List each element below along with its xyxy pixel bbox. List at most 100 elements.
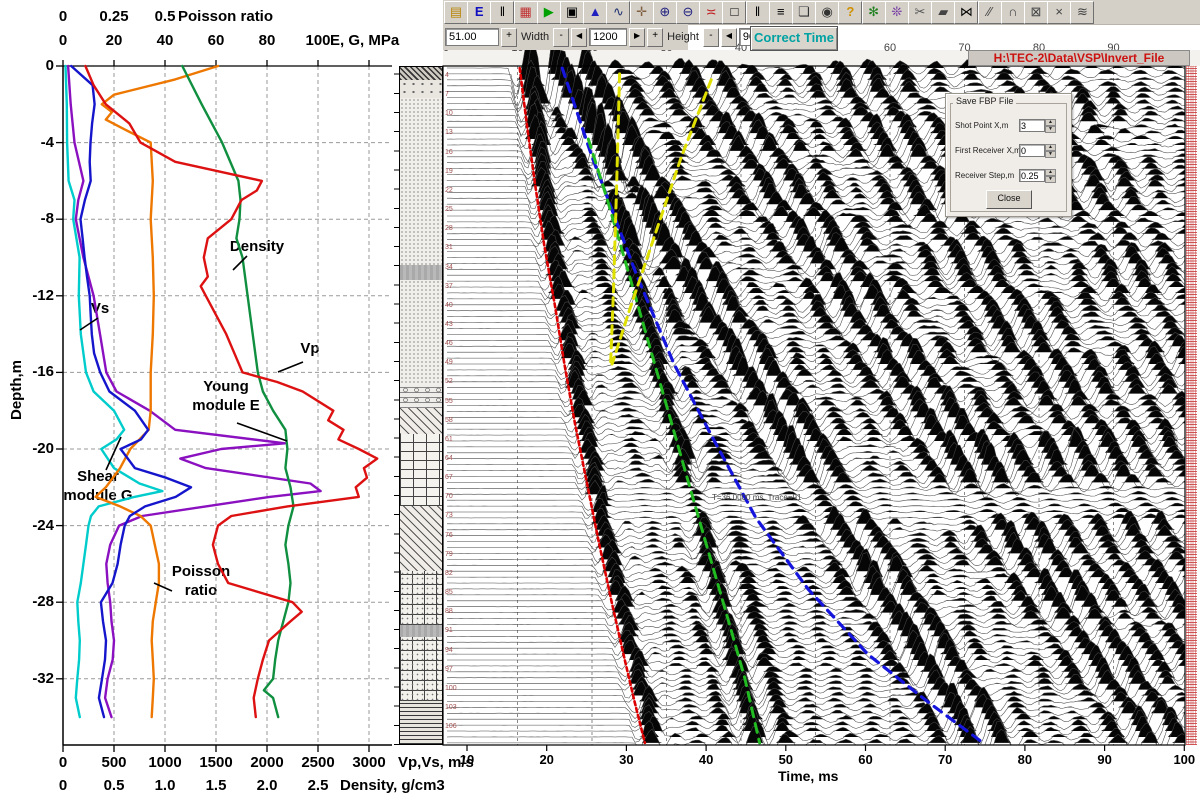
curve-label-density: Density xyxy=(229,238,285,255)
spin-down-icon[interactable]: ▼ xyxy=(1045,126,1056,133)
spin-up-icon[interactable]: ▲ xyxy=(1045,144,1056,151)
palette-button[interactable]: ▦ xyxy=(513,1,538,24)
wiggle-trace-button[interactable]: ∿ xyxy=(606,1,631,24)
multi-wiggle-button[interactable]: ≋ xyxy=(1070,1,1095,24)
scissors-button[interactable]: ✂ xyxy=(908,1,932,24)
multi-wiggle-icon: ≋ xyxy=(1076,4,1088,19)
spin-down-icon[interactable]: ▼ xyxy=(1045,151,1056,158)
scale-input[interactable] xyxy=(445,28,499,46)
help-button[interactable]: ? xyxy=(838,1,863,24)
frame-button[interactable]: □ xyxy=(722,1,747,24)
trace-number-label: 103 xyxy=(445,703,457,711)
pan-hand-button[interactable]: ✛ xyxy=(629,1,654,24)
help-icon: ? xyxy=(846,4,855,19)
peak-button[interactable]: ▲ xyxy=(583,1,608,24)
diagonal-lines-icon: ∕∕ xyxy=(987,4,992,19)
frame-icon: □ xyxy=(730,4,739,19)
shot-point-spinner[interactable]: ▲ ▼ xyxy=(1045,119,1056,133)
copy-button[interactable]: ❏ xyxy=(792,1,816,24)
yellow-pick-2 xyxy=(610,78,713,366)
trace-number-label: 91 xyxy=(445,627,453,635)
eg-axis-tick: 60 xyxy=(207,32,225,49)
width-minus-button[interactable]: - xyxy=(553,27,570,47)
litho-layer-11 xyxy=(400,637,442,701)
width-prev-button[interactable]: ◀ xyxy=(571,27,588,47)
eg-axis-title: E, G, MPa xyxy=(330,32,400,49)
traces-pause-button[interactable]: ‖ xyxy=(745,1,770,24)
width-next-button[interactable]: ▶ xyxy=(629,27,646,47)
equalize-button[interactable]: ≡ xyxy=(768,1,793,24)
depth-axis-tick: -28 xyxy=(32,593,54,611)
time-axis-tick: 30 xyxy=(619,752,634,767)
stamp-button[interactable]: ▰ xyxy=(931,1,956,24)
velocity-axis-tick: 2500 xyxy=(301,754,335,771)
cross-line-button[interactable]: × xyxy=(1047,1,1072,24)
zoom-out-button[interactable]: ⊖ xyxy=(676,1,700,24)
main-toolbar: ▤ E ‖ ▦ ▶ ▣ ▲ ∿ ✛ ⊕ ⊖ ≍ □ ‖ ≡ ❏ ◉? ✻ ❊ ✂ ▰ ⋈ ∕∕ ∩ ⊠ × ≋ xyxy=(443,0,1200,25)
height-prev-button[interactable]: ◀ xyxy=(720,27,737,47)
scale-plus-button[interactable]: + xyxy=(501,27,517,47)
wheel-button[interactable]: ◉ xyxy=(815,1,840,24)
play-icon: ▶ xyxy=(543,4,554,19)
process-purple-button[interactable]: ❊ xyxy=(884,1,909,24)
open-file-button[interactable]: ▤ xyxy=(444,1,468,24)
eg-axis-tick: 100 xyxy=(305,32,331,49)
depth-axis-tick: -32 xyxy=(32,669,54,687)
trace-tick-strip xyxy=(394,66,399,745)
pause-icon: ‖ xyxy=(499,4,506,19)
trace-number-label: 16 xyxy=(445,148,453,156)
curve-label-young: Young module E xyxy=(192,378,260,414)
node-button[interactable]: ⊠ xyxy=(1024,1,1048,24)
litho-layer-5 xyxy=(400,385,442,408)
first-receiver-label: First Receiver X,m xyxy=(955,146,1021,155)
trace-number-label: 55 xyxy=(445,397,453,405)
process-green-button[interactable]: ✻ xyxy=(861,1,886,24)
curve-button[interactable]: ∩ xyxy=(1000,1,1025,24)
curve-label-poisson: Poisson ratio xyxy=(171,563,231,599)
height-minus-button[interactable]: - xyxy=(702,27,719,47)
trace-number-label: 46 xyxy=(445,340,453,348)
trace-number-label: 7 xyxy=(445,91,449,99)
stop-box-button[interactable]: ▣ xyxy=(560,1,584,24)
receiver-step-spinner[interactable]: ▲ ▼ xyxy=(1045,169,1056,183)
first-break-pick xyxy=(518,66,647,745)
bowtie-button[interactable]: ⋈ xyxy=(954,1,979,24)
velocity-axis-title: Vp,Vs, m/s xyxy=(398,754,474,771)
bowtie-icon: ⋈ xyxy=(959,4,973,19)
play-button[interactable]: ▶ xyxy=(536,1,561,24)
spin-up-icon[interactable]: ▲ xyxy=(1045,119,1056,126)
shot-point-input[interactable] xyxy=(1019,119,1045,132)
edit-e-button[interactable]: E xyxy=(467,1,492,24)
width-input[interactable] xyxy=(589,28,628,46)
equalize-icon: ≡ xyxy=(777,4,785,19)
time-axis-tick: 20 xyxy=(539,752,554,767)
copy-icon: ❏ xyxy=(798,4,810,19)
first-receiver-input[interactable] xyxy=(1019,144,1045,157)
trace-number-label: 49 xyxy=(445,359,453,367)
time-axis-tick: 90 xyxy=(1097,752,1112,767)
first-receiver-spinner[interactable]: ▲ ▼ xyxy=(1045,144,1056,158)
zoom-in-icon: ⊕ xyxy=(659,4,671,19)
spin-up-icon[interactable]: ▲ xyxy=(1045,169,1056,176)
wheel-icon: ◉ xyxy=(821,4,833,19)
width-plus-button[interactable]: + xyxy=(647,27,664,47)
trace-number-label: 40 xyxy=(445,301,453,309)
time-axis-tick: 80 xyxy=(1017,752,1033,767)
close-button[interactable]: Close xyxy=(986,190,1032,209)
receiver-step-input[interactable] xyxy=(1019,169,1045,182)
trace-number-label: 76 xyxy=(445,531,453,539)
diagonal-lines-button[interactable]: ∕∕ xyxy=(977,1,1002,24)
time-axis-tick: 40 xyxy=(698,752,714,767)
trace-number-label: 4 xyxy=(445,72,449,79)
spin-down-icon[interactable]: ▼ xyxy=(1045,176,1056,183)
pause-button[interactable]: ‖ xyxy=(490,1,515,24)
depth-axis-tick: -8 xyxy=(40,210,54,228)
correct-time-button[interactable]: Correct Time xyxy=(750,26,838,51)
litho-layer-0 xyxy=(400,67,442,80)
trace-number-label: 34 xyxy=(445,263,453,271)
zoom-in-button[interactable]: ⊕ xyxy=(652,1,677,24)
peak-icon: ▲ xyxy=(588,4,602,19)
gain-button[interactable]: ≍ xyxy=(699,1,724,24)
velocity-axis-tick: 1500 xyxy=(199,754,233,771)
file-path-bar: H:\TEC-2\Data\VSP\Invert_File xyxy=(968,50,1190,66)
